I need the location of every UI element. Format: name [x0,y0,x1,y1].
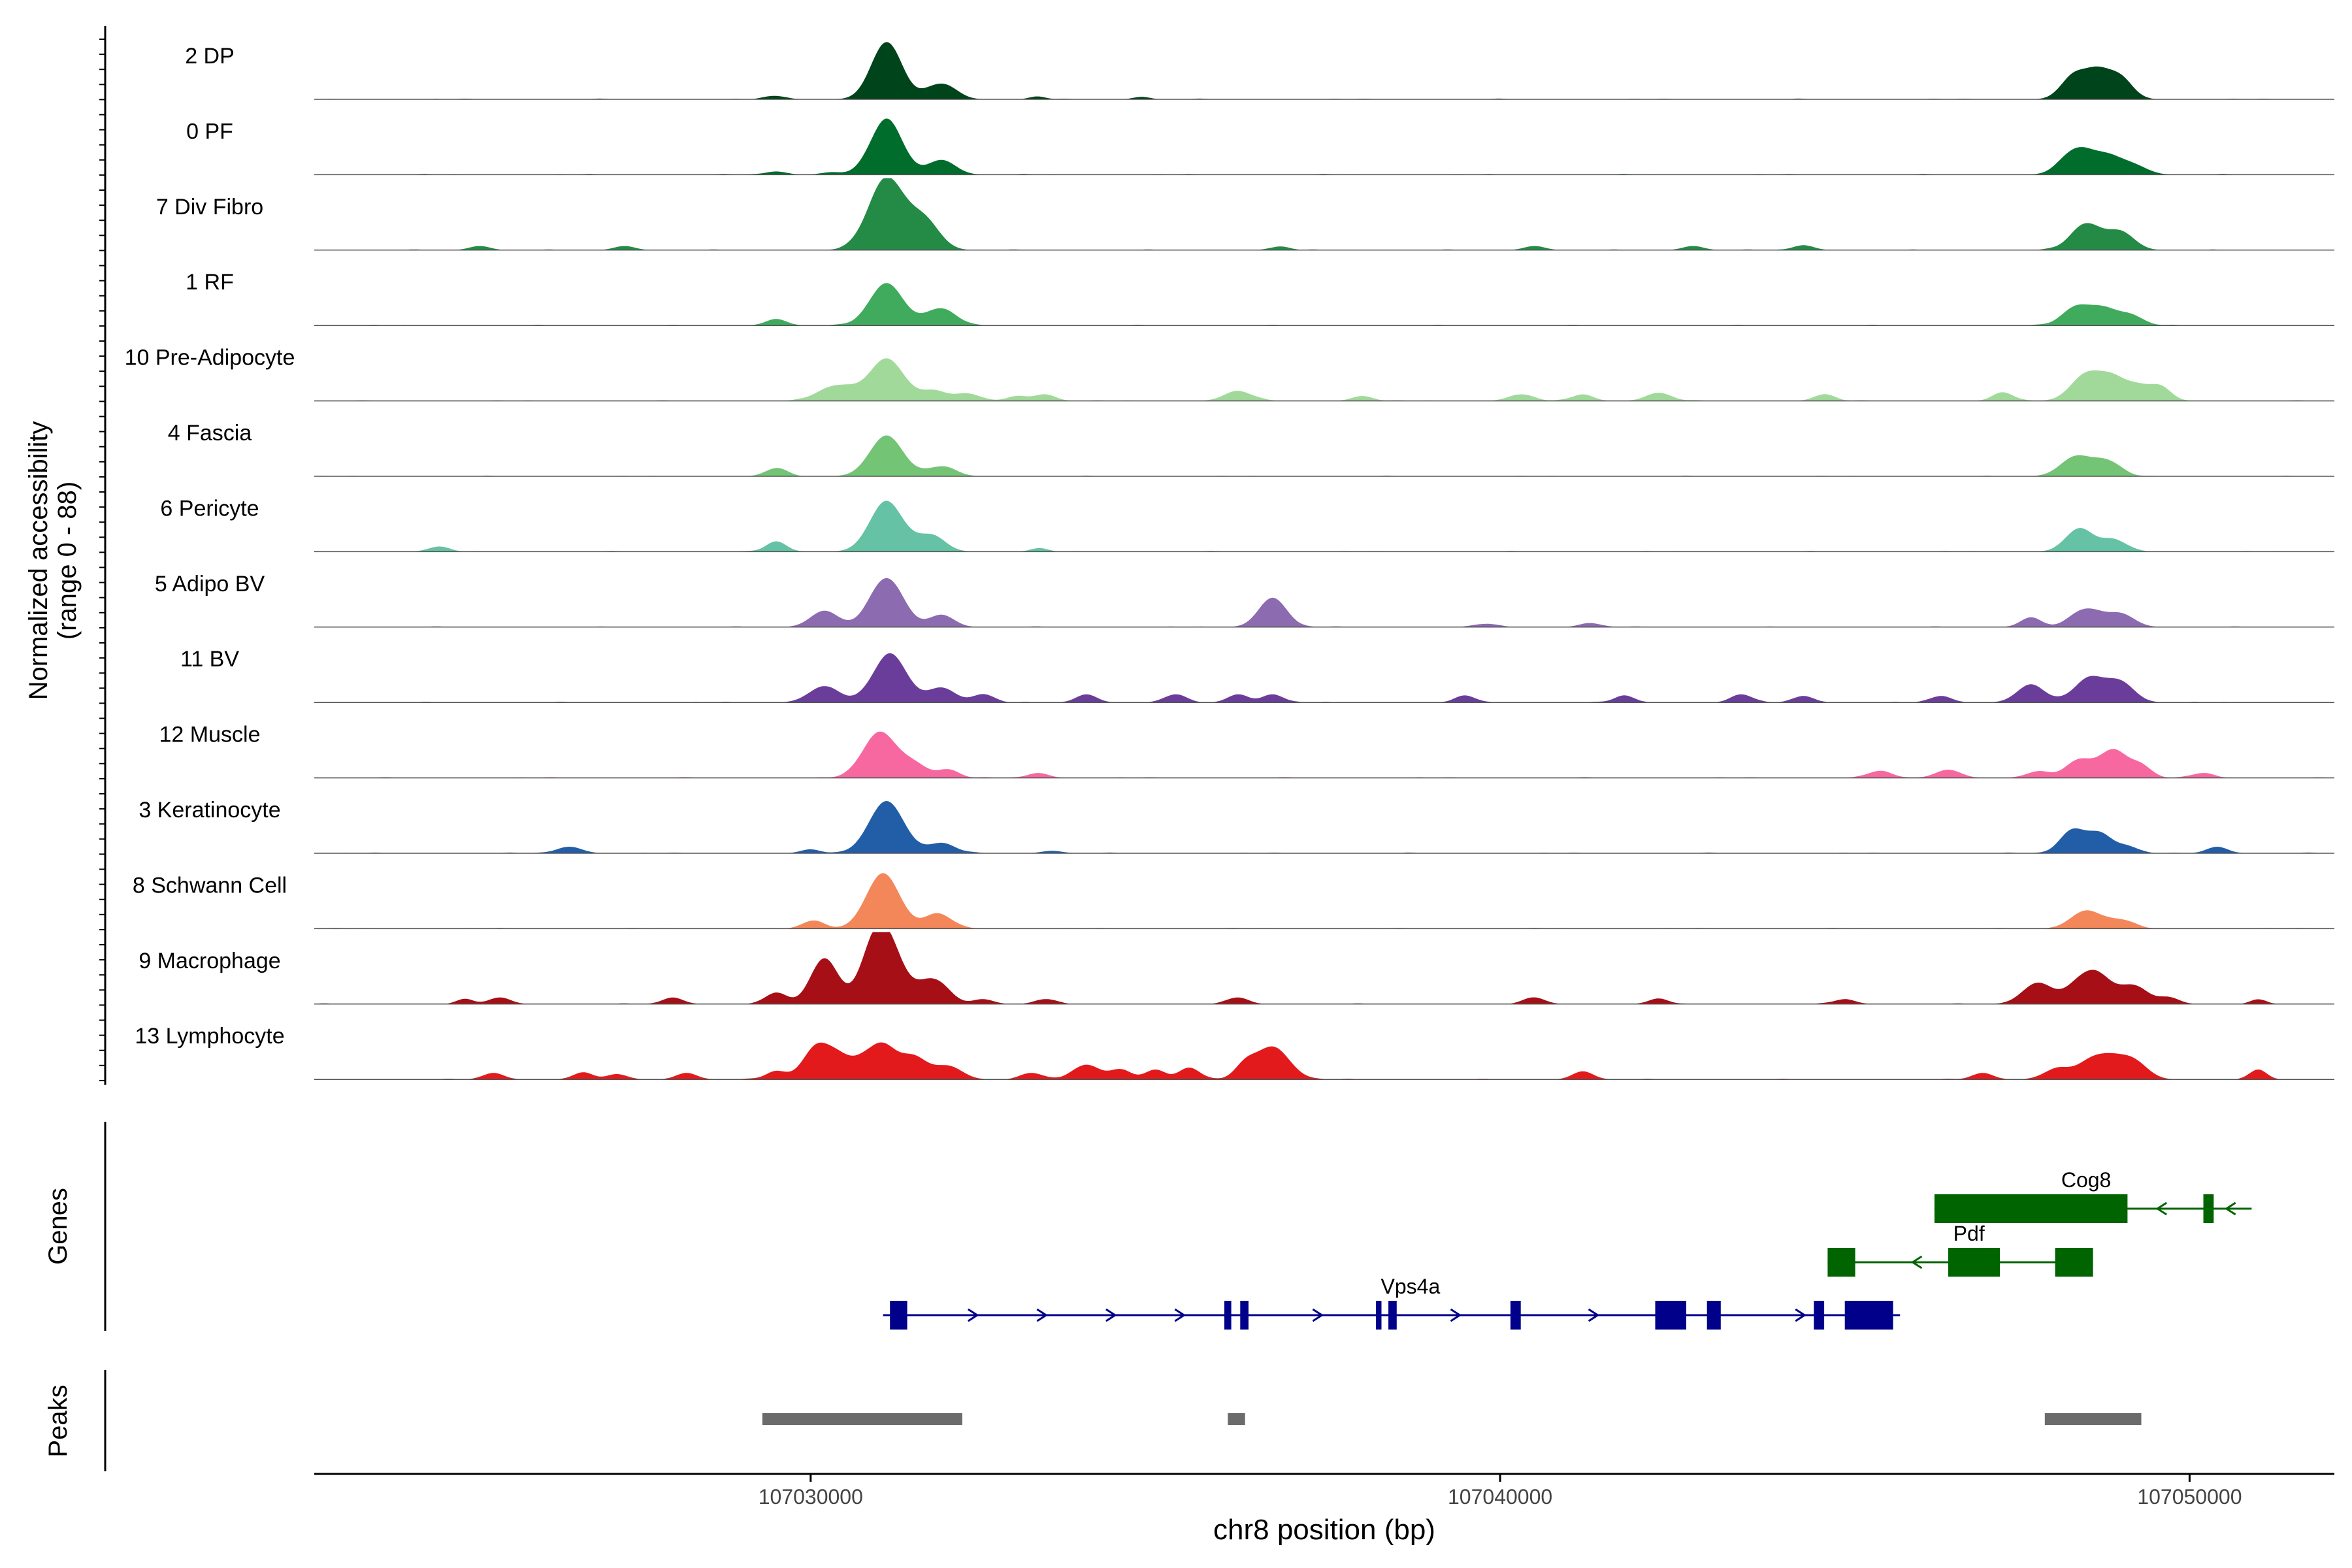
track-label: 11 BV [180,647,239,672]
track-12-muscle: 12 Muscle [159,723,2334,779]
gene-exon [1814,1301,1825,1330]
strand-arrow [1036,1308,1049,1322]
track-6-pericyte: 6 Pericyte [160,496,2334,553]
gene-label: Vps4a [1381,1275,1441,1298]
gene-exon [2203,1194,2214,1223]
track-4-fascia: 4 Fascia [168,421,2334,477]
gene-exon [1655,1301,1686,1330]
y-axis-label-line2: (range 0 - 88) [53,482,82,640]
peak-regions [762,1413,2142,1425]
coverage-tracks: 2 DP 0 PF 7 Div Fibro 1 RF 10 Pre-Adipocyte 4… [125,42,2334,1080]
track-10-pre-adipocyte: 10 Pre-Adipocyte [125,346,2334,402]
strand-arrow [1795,1308,1806,1322]
track-1-rf: 1 RF [186,270,2334,326]
coverage-area [314,358,2334,401]
x-tick-label: 107030000 [759,1485,863,1509]
y-axis [99,26,106,1085]
strand-arrow [1450,1308,1462,1322]
track-13-lymphocyte: 13 Lymphocyte [135,1024,2334,1080]
strand-arrow [1588,1308,1600,1322]
strand-arrow [967,1308,979,1322]
track-label: 13 Lymphocyte [135,1024,284,1049]
gene-cog8: Cog8 [1934,1168,2252,1223]
x-tick-label: 107050000 [2137,1485,2242,1509]
gene-annotations: Cog8 Pdf Vps4a [883,1168,2252,1330]
peaks-panel-label: Peaks [44,1384,73,1457]
track-11-bv: 11 BV [180,647,2334,703]
gene-exon [890,1301,907,1330]
x-axis-ticks: 107030000 107040000 107050000 [759,1474,2242,1509]
track-3-keratinocyte: 3 Keratinocyte [139,798,2334,854]
gene-exon [1948,1248,2001,1277]
strand-arrow [1910,1255,1923,1269]
coverage-area [314,731,2334,778]
gene-exon [1388,1301,1397,1330]
coverage-area [314,283,2334,326]
y-axis-label-line1: Normalized accessibility [24,421,53,700]
strand-arrow [1174,1308,1186,1322]
coverage-area [314,578,2334,627]
gene-pdf: Pdf [1827,1222,2093,1277]
peak-region-bar [1228,1413,1245,1425]
gene-exon [2055,1248,2093,1277]
track-label: 12 Muscle [159,723,261,747]
coverage-area [314,435,2334,476]
gene-exon [1844,1301,1893,1330]
genes-panel-label: Genes [44,1188,73,1265]
track-label: 1 RF [186,270,234,295]
track-label: 0 PF [186,119,233,144]
track-7-div-fibro: 7 Div Fibro [156,178,2334,251]
coverage-area [314,653,2334,703]
strand-arrow [2224,1201,2236,1216]
gene-exon [1827,1248,1855,1277]
track-2-dp: 2 DP [185,42,2334,100]
coverage-area [314,801,2334,853]
track-9-macrophage: 9 Macrophage [139,932,2334,1005]
x-axis-label: chr8 position (bp) [1213,1514,1435,1546]
coverage-area [314,500,2334,552]
coverage-area [314,873,2334,929]
track-label: 6 Pericyte [160,496,259,521]
coverage-area [314,42,2334,99]
gene-vps4a: Vps4a [883,1275,1901,1330]
strand-arrow [1105,1308,1117,1322]
x-tick-label: 107040000 [1448,1485,1552,1509]
track-label: 3 Keratinocyte [139,798,280,823]
gene-exon [1224,1301,1232,1330]
track-5-adipo-bv: 5 Adipo BV [155,572,2334,628]
track-label: 7 Div Fibro [156,195,263,220]
track-label: 2 DP [185,44,235,69]
gene-exon [1240,1301,1249,1330]
coverage-area [314,1042,2334,1080]
strand-arrow [1312,1308,1324,1322]
coverage-area [314,118,2334,175]
track-8-schwann-cell: 8 Schwann Cell [133,873,2334,930]
peak-region-bar [2044,1413,2142,1425]
track-label: 10 Pre-Adipocyte [125,346,295,370]
peak-region-bar [762,1413,962,1425]
gene-label: Pdf [1953,1222,1985,1245]
gene-label: Cog8 [2061,1168,2112,1192]
gene-exon [1376,1301,1382,1330]
coverage-area [314,932,2334,1004]
gene-exon [1510,1301,1521,1330]
gene-exon [1707,1301,1721,1330]
track-label: 9 Macrophage [139,949,280,973]
track-label: 8 Schwann Cell [133,873,287,898]
track-label: 5 Adipo BV [155,572,265,596]
strand-arrow [2155,1201,2168,1216]
track-label: 4 Fascia [168,421,252,446]
coverage-area [314,178,2334,250]
gene-exon [1934,1194,2128,1223]
track-0-pf: 0 PF [186,118,2334,176]
